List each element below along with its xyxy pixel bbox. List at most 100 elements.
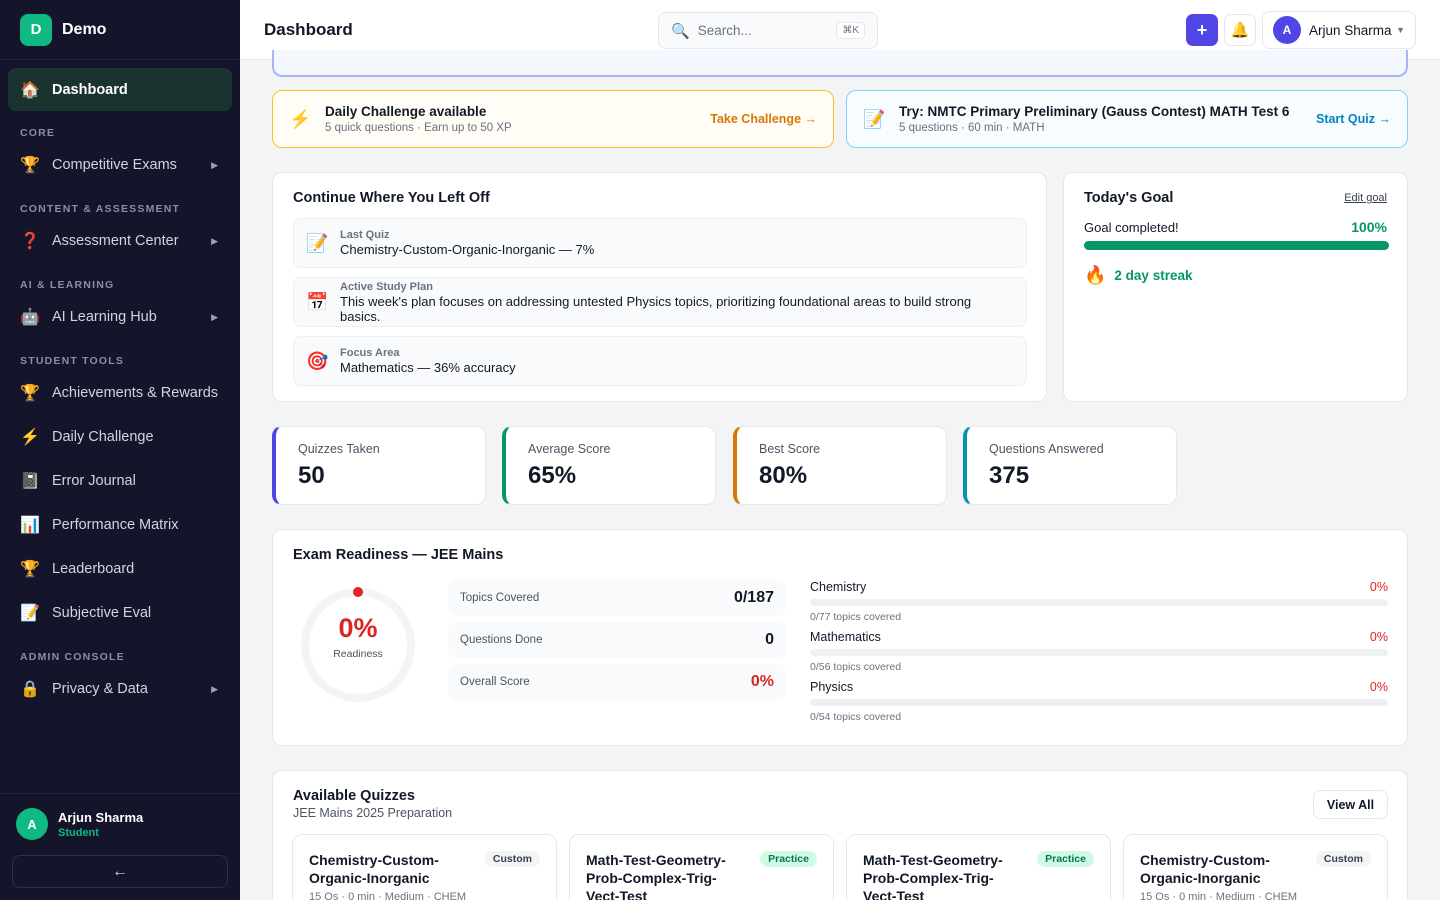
quiz-badge: Custom xyxy=(1315,851,1371,867)
memo-icon: 📝 xyxy=(863,108,886,129)
caret-right-icon: ▶ xyxy=(211,683,218,694)
caret-right-icon: ▶ xyxy=(211,311,218,322)
search-placeholder: Search... xyxy=(697,23,752,38)
collapse-sidebar-button[interactable]: ← xyxy=(12,855,228,888)
stat-questions-answered: Questions Answered 375 xyxy=(963,426,1177,505)
sidebar-nav: 🏠 Dashboard CORE 🏆 Competitive Exams ▶ C… xyxy=(0,60,240,711)
stat-label: Best Score xyxy=(759,442,821,456)
sidebar-item-leaderboard[interactable]: 🏆 Leaderboard xyxy=(8,547,232,591)
section-label-student-tools: STUDENT TOOLS xyxy=(20,355,125,367)
sidebar-user[interactable]: A Arjun Sharma Student xyxy=(0,793,240,854)
subject-covered: 0/77 topics covered xyxy=(810,611,902,623)
sidebar-item-label: Dashboard xyxy=(52,81,128,98)
daily-challenge-cta[interactable]: ⚡ Daily Challenge available 5 quick ques… xyxy=(272,90,834,148)
readiness-card: Exam Readiness — JEE Mains 0% Readiness … xyxy=(272,529,1408,746)
quiz-card[interactable]: Chemistry-Custom-Organic-Inorganic Custo… xyxy=(1123,834,1388,900)
sidebar-item-privacy-data[interactable]: 🔒 Privacy & Data ▶ xyxy=(8,667,232,711)
sidebar-item-subjective-eval[interactable]: 📝 Subjective Eval xyxy=(8,591,232,635)
sidebar-user-name: Arjun Sharma xyxy=(58,809,144,825)
quiz-suggestion-cta[interactable]: 📝 Try: NMTC Primary Preliminary (Gauss C… xyxy=(846,90,1408,148)
lightning-icon: ⚡ xyxy=(20,429,40,446)
subject-name: Chemistry xyxy=(810,580,867,594)
stat-average-score: Average Score 65% xyxy=(502,426,716,505)
sidebar-item-achievements[interactable]: 🏆 Achievements & Rewards xyxy=(8,371,232,415)
bar-chart-icon: 📊 xyxy=(20,517,40,534)
view-all-button[interactable]: View All xyxy=(1313,790,1388,819)
sidebar-item-label: Assessment Center xyxy=(52,233,179,249)
continue-card: Continue Where You Left Off 📝 Last Quiz … xyxy=(272,172,1047,402)
sidebar-item-daily-challenge[interactable]: ⚡ Daily Challenge xyxy=(8,415,232,459)
home-icon: 🏠 xyxy=(20,81,40,99)
sidebar-item-performance-matrix[interactable]: 📊 Performance Matrix xyxy=(8,503,232,547)
lock-icon: 🔒 xyxy=(20,681,40,698)
target-icon: 🎯 xyxy=(306,350,329,371)
sidebar-item-error-journal[interactable]: 📓 Error Journal xyxy=(8,459,232,503)
quiz-card[interactable]: Math-Test-Geometry-Prob-Complex-Trig-Vec… xyxy=(846,834,1111,900)
start-quiz-link[interactable]: Start Quiz → xyxy=(1315,112,1391,126)
sidebar-item-ai-learning-hub[interactable]: 🤖 AI Learning Hub ▶ xyxy=(8,295,232,339)
caret-right-icon: ▶ xyxy=(211,159,218,170)
notifications-button[interactable]: 🔔 xyxy=(1224,14,1256,46)
stat-quizzes-taken: Quizzes Taken 50 xyxy=(272,426,486,505)
quiz-meta: 15 Qs · 0 min · Medium · CHEM xyxy=(1140,891,1298,900)
quizzes-title: Available Quizzes xyxy=(293,788,415,804)
sidebar-item-assessment-center[interactable]: ❓ Assessment Center ▶ xyxy=(8,219,232,263)
last-quiz-item[interactable]: 📝 Last Quiz Chemistry-Custom-Organic-Ino… xyxy=(293,218,1027,268)
cta-title: Daily Challenge available xyxy=(325,104,487,119)
user-menu-name: Arjun Sharma xyxy=(1309,22,1392,38)
avatar: A xyxy=(16,808,48,840)
study-plan-item[interactable]: 📅 Active Study Plan This week's plan foc… xyxy=(293,277,1027,327)
sidebar: D Demo 🏠 Dashboard CORE 🏆 Competitive Ex… xyxy=(0,0,240,900)
metric-label: Topics Covered xyxy=(460,592,540,604)
quiz-title: Math-Test-Geometry-Prob-Complex-Trig-Vec… xyxy=(586,852,726,900)
trophy-icon: 🏆 xyxy=(20,385,40,402)
goal-percent: 100% xyxy=(1351,219,1387,235)
memo-icon: 📝 xyxy=(306,232,329,253)
notebook-icon: 📓 xyxy=(20,473,40,490)
take-challenge-link[interactable]: Take Challenge → xyxy=(710,112,817,126)
subject-progress-bar xyxy=(810,649,1388,656)
quiz-title: Chemistry-Custom-Organic-Inorganic xyxy=(309,852,439,886)
cta-title: Try: NMTC Primary Preliminary (Gauss Con… xyxy=(899,104,1290,119)
goal-title: Today's Goal xyxy=(1084,190,1174,206)
readiness-percent: 0% xyxy=(338,613,378,643)
stat-value: 50 xyxy=(298,462,325,489)
quiz-card[interactable]: Math-Test-Geometry-Prob-Complex-Trig-Vec… xyxy=(569,834,834,900)
brand[interactable]: D Demo xyxy=(0,0,240,60)
goal-status: Goal completed! xyxy=(1084,220,1179,235)
trophy-icon: 🏆 xyxy=(20,157,40,174)
sidebar-item-competitive-exams[interactable]: 🏆 Competitive Exams ▶ xyxy=(8,143,232,187)
goal-card: Today's Goal Edit goal Goal completed! 1… xyxy=(1063,172,1408,402)
subject-physics: Physics 0% 0/54 topics covered xyxy=(810,680,1388,723)
edit-goal-link[interactable]: Edit goal xyxy=(1344,192,1387,204)
brand-logo: D xyxy=(20,13,52,46)
quiz-title: Math-Test-Geometry-Prob-Complex-Trig-Vec… xyxy=(863,852,1003,900)
quiz-title: Chemistry-Custom-Organic-Inorganic xyxy=(1140,852,1270,886)
item-text: Chemistry-Custom-Organic-Inorganic — 7% xyxy=(340,242,595,257)
goal-progress-fill xyxy=(1084,241,1389,250)
metric-label: Questions Done xyxy=(460,634,543,646)
quiz-card[interactable]: Chemistry-Custom-Organic-Inorganic Custo… xyxy=(292,834,557,900)
section-label-admin: ADMIN CONSOLE xyxy=(20,651,125,663)
stat-value: 65% xyxy=(528,462,577,489)
cta-subtitle: 5 quick questions · Earn up to 50 XP xyxy=(325,122,512,134)
fire-icon: 🔥 xyxy=(1084,265,1107,285)
robot-icon: 🤖 xyxy=(20,309,40,326)
user-menu[interactable]: A Arjun Sharma ▼ xyxy=(1262,11,1416,49)
focus-area-item[interactable]: 🎯 Focus Area Mathematics — 36% accuracy xyxy=(293,336,1027,386)
sidebar-item-label: Leaderboard xyxy=(52,561,135,577)
search-input[interactable]: 🔍 Search... ⌘K xyxy=(658,12,878,49)
sidebar-item-dashboard[interactable]: 🏠 Dashboard xyxy=(8,68,232,111)
subject-progress-bar xyxy=(810,699,1388,706)
metric-questions-done: Questions Done 0 xyxy=(448,622,786,658)
sidebar-item-label: Competitive Exams xyxy=(52,157,177,173)
continue-title: Continue Where You Left Off xyxy=(293,190,490,206)
sidebar-item-label: Performance Matrix xyxy=(52,517,179,533)
goal-progress-bar xyxy=(1084,241,1389,250)
quiz-badge: Practice xyxy=(1037,851,1094,867)
lightning-icon: ⚡ xyxy=(289,108,312,129)
section-label-content: CONTENT & ASSESSMENT xyxy=(20,203,181,215)
item-label: Last Quiz xyxy=(340,229,390,241)
add-button[interactable]: + xyxy=(1186,14,1218,46)
sidebar-item-label: Error Journal xyxy=(52,473,136,489)
